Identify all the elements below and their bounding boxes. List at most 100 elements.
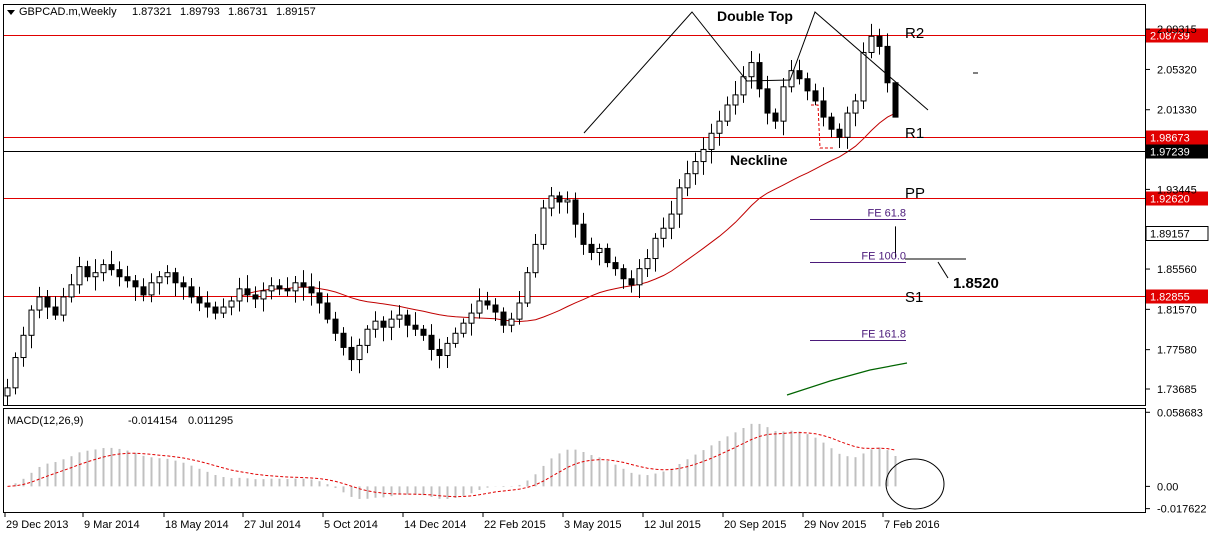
target-pointer-diag	[937, 261, 949, 279]
candle-body	[236, 288, 243, 302]
candle-body	[756, 62, 763, 90]
current-price-tag-text: 1.89157	[1150, 229, 1190, 241]
macd-layer: 0.058683 0.00 -0.017622	[7, 407, 1207, 516]
candle-body	[492, 304, 499, 313]
candles-layer	[4, 23, 899, 406]
candle-body	[876, 35, 883, 47]
candle-body	[20, 334, 27, 359]
candle-body	[540, 207, 547, 245]
candle-body	[132, 280, 139, 288]
level-price-tag	[1146, 191, 1208, 206]
time-axis-label: 18 May 2014	[165, 519, 229, 531]
candle-body	[364, 328, 371, 346]
level-label: R1	[905, 125, 924, 142]
macd-highlight-circle	[885, 458, 945, 510]
candle-body	[220, 306, 227, 314]
candle-body	[124, 276, 131, 282]
candle-body	[172, 272, 179, 284]
candle-body	[148, 282, 155, 296]
candle-body	[476, 300, 483, 314]
candle-body	[604, 247, 611, 264]
drawings-layer	[583, 11, 978, 510]
candle-body	[500, 311, 507, 326]
price-axis-label: 1.81570	[1157, 304, 1197, 316]
candle-body	[180, 282, 187, 288]
macd-value-main: -0.014154	[128, 415, 178, 427]
candle-body	[644, 258, 651, 270]
candle-body	[572, 199, 579, 225]
macd-signal-line	[7, 432, 896, 498]
level-price-tag-text: 1.98673	[1150, 133, 1190, 145]
candle-body	[852, 100, 859, 114]
level-lines-layer: 2.08739 R2 1.98673 R1 1.97239 1.92620 PP 1.8285…	[4, 25, 1209, 306]
ohlc-low: 1.86731	[228, 6, 268, 18]
candle-body	[284, 288, 291, 292]
macd-axis-label: -0.017622	[1157, 504, 1207, 516]
candle-body	[764, 88, 771, 114]
current-price-tag	[1145, 226, 1209, 241]
candle-body	[244, 288, 251, 296]
candle-body	[156, 276, 163, 284]
candle-body	[636, 268, 643, 286]
projection-dotted-line	[811, 104, 835, 149]
candle-body	[716, 120, 723, 134]
candle-body	[228, 300, 235, 308]
candle-body	[212, 306, 219, 314]
price-axis-label: 1.73685	[1157, 384, 1197, 396]
candle-body	[588, 243, 595, 253]
ohlc-close: 1.89157	[276, 6, 316, 18]
candle-body	[188, 286, 195, 298]
candle-body	[28, 309, 35, 336]
candle-body	[452, 332, 459, 344]
candle-body	[700, 148, 707, 163]
candle-body	[108, 264, 115, 271]
neckline-label: Neckline	[730, 152, 788, 168]
price-axis-label: 2.01330	[1157, 105, 1197, 117]
candle-body	[164, 272, 171, 278]
candle-body	[676, 187, 683, 215]
header-dropdown-icon[interactable]	[7, 10, 15, 15]
level-price-tag	[1146, 144, 1208, 159]
candle-body	[780, 86, 787, 122]
candle-body	[332, 318, 339, 334]
candle-body	[836, 128, 843, 138]
time-axis-label: 14 Dec 2014	[404, 519, 466, 531]
level-price-tag-text: 2.08739	[1150, 31, 1190, 43]
candle-body	[316, 292, 323, 304]
candle-body	[468, 312, 475, 324]
axes-layer: 2.09315 2.05320 2.01330 1.93445 1.85560 1.815…	[4, 24, 1197, 531]
level-price-tag	[1146, 289, 1208, 304]
price-axis-label: 1.85560	[1157, 264, 1197, 276]
candle-body	[12, 357, 19, 389]
candle-body	[380, 320, 387, 328]
time-axis-label: 7 Feb 2016	[884, 519, 940, 531]
candle-body	[460, 322, 467, 334]
candle-body	[532, 243, 539, 274]
candle-body	[596, 247, 603, 253]
level-price-tag	[1146, 130, 1208, 145]
candle-body	[412, 324, 419, 330]
candle-body	[660, 227, 667, 239]
candle-body	[196, 296, 203, 304]
macd-axis-label: 0.00	[1157, 481, 1178, 493]
candle-body	[548, 195, 555, 209]
macd-axis-label: 0.058683	[1157, 407, 1203, 419]
chart-header: GBPCAD.m,Weekly 1.87321 1.89793 1.86731 …	[7, 6, 316, 18]
candle-body	[516, 302, 523, 320]
ohlc-open: 1.87321	[132, 6, 172, 18]
candle-body	[620, 268, 627, 280]
candle-body	[388, 318, 395, 328]
candle-body	[828, 116, 835, 130]
candle-body	[692, 161, 699, 175]
candle-body	[428, 334, 435, 350]
candle-body	[420, 328, 427, 336]
candle-body	[612, 262, 619, 270]
candle-body	[116, 269, 123, 278]
time-axis-label: 12 Jul 2015	[644, 519, 701, 531]
candle-body	[276, 285, 283, 290]
fibo-label: FE 61.8	[867, 208, 906, 220]
candle-body	[68, 284, 75, 298]
candle-body	[260, 290, 267, 300]
